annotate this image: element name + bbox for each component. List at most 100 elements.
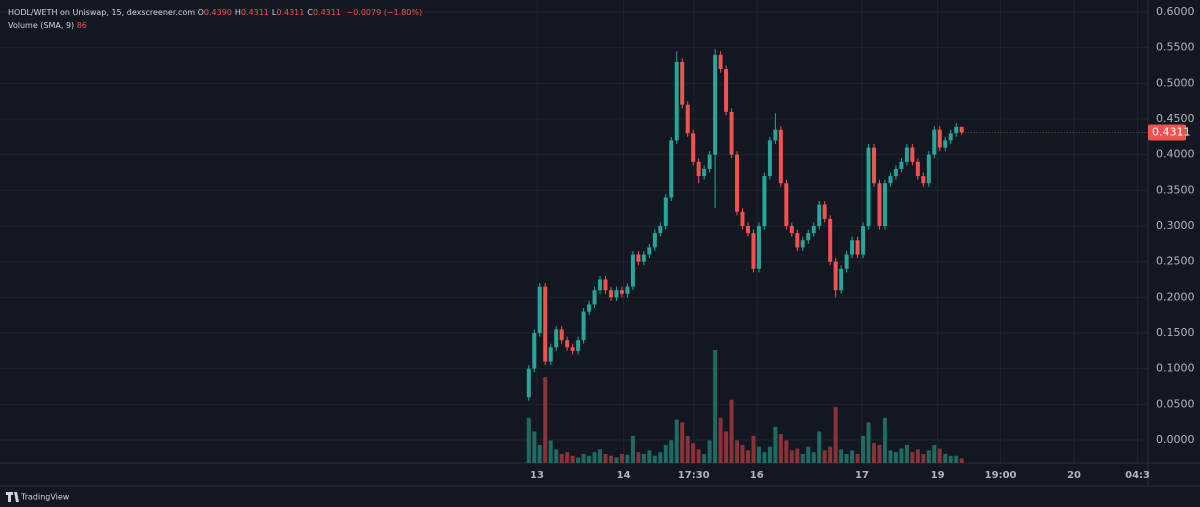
x-tick-label: 20 <box>1067 470 1081 481</box>
volume-bar <box>548 440 553 463</box>
candle-body <box>729 111 734 155</box>
volume-bar <box>839 449 844 463</box>
candle-body <box>685 104 690 134</box>
last-price-label: 0.4311 <box>1152 125 1191 138</box>
volume-bar <box>866 422 871 463</box>
candle-body <box>696 161 701 177</box>
volume-bar <box>647 450 652 463</box>
candle-body <box>872 147 877 184</box>
candle-body <box>855 240 860 255</box>
volume-bar <box>817 431 822 463</box>
candle-body <box>904 147 909 162</box>
volume-bar <box>537 444 542 463</box>
candle-body <box>636 254 641 262</box>
volume-bar <box>811 452 816 463</box>
candle-body <box>850 240 855 255</box>
candle-body <box>948 133 953 141</box>
last-price-tag <box>1148 124 1186 141</box>
volume-bar <box>565 452 570 463</box>
candle-body <box>877 183 882 226</box>
volume-bar <box>899 448 904 463</box>
volume-bar <box>625 454 630 463</box>
volume-bar <box>959 458 964 463</box>
candle-body <box>680 61 685 105</box>
x-tick-label: 04:3 <box>1125 470 1150 481</box>
volume-bar <box>608 455 613 463</box>
candle-body <box>724 69 729 112</box>
volume-bar <box>877 444 882 463</box>
y-tick-label: 0.4500 <box>1156 112 1195 125</box>
volume-bar <box>882 417 887 463</box>
volume-bar <box>559 453 564 463</box>
volume-bar <box>554 449 559 463</box>
candle-body <box>932 129 937 155</box>
candle-body <box>756 226 761 269</box>
volume-bar <box>691 443 696 463</box>
candle-body <box>745 226 750 234</box>
volume-bar <box>680 422 685 463</box>
candle-body <box>554 329 559 348</box>
volume-bar <box>614 457 619 463</box>
volume-bar <box>806 446 811 463</box>
candle-body <box>663 197 668 226</box>
volume-bar <box>778 434 783 463</box>
volume-bar <box>833 406 838 463</box>
volume-bar <box>872 443 877 463</box>
candle-body <box>691 133 696 162</box>
volume-bar <box>948 455 953 463</box>
ohlc-value: 0.4390 <box>203 8 232 17</box>
volume-bar <box>570 455 575 463</box>
candle-body <box>526 368 531 398</box>
candle-body <box>674 61 679 141</box>
volume-bar <box>658 452 663 463</box>
volume-name: Volume (SMA, 9) <box>8 21 75 30</box>
candle-body <box>773 129 778 141</box>
candle-body <box>548 347 553 362</box>
volume-bar <box>576 457 581 463</box>
volume-bar <box>652 455 657 463</box>
volume-bar <box>828 446 833 463</box>
candle-body <box>565 340 570 348</box>
volume-bar <box>850 450 855 463</box>
volume-bar <box>702 453 707 463</box>
candle-body <box>570 347 575 351</box>
candle-body <box>839 268 844 291</box>
ohlc: O0.4390 H0.4311 L0.4311 C0.4311 <box>198 8 344 17</box>
ohlc-value: 0.4311 <box>312 8 341 17</box>
x-tick-label: 19 <box>931 470 945 481</box>
volume-bar <box>844 453 849 463</box>
candle-body <box>641 254 646 262</box>
volume-bar <box>861 435 866 463</box>
volume-bar <box>630 435 635 463</box>
candle-body <box>658 226 663 234</box>
volume-bar <box>543 377 548 463</box>
candle-body <box>833 261 838 291</box>
x-tick-label: 19:00 <box>985 470 1017 481</box>
x-tick-label: 17:30 <box>678 470 710 481</box>
x-tick-label: 16 <box>750 470 764 481</box>
candle-body <box>861 226 866 255</box>
volume-bar <box>735 440 740 463</box>
candle-body <box>828 218 833 262</box>
y-tick-label: 0.1000 <box>1156 362 1195 375</box>
candle-body <box>669 140 674 198</box>
volume-bar <box>888 450 893 463</box>
ohlc-label: H <box>234 8 241 17</box>
candle-body <box>581 311 586 341</box>
volume-bar <box>663 444 668 463</box>
volume-bar <box>685 435 690 463</box>
x-tick-label: 14 <box>617 470 631 481</box>
volume-bar <box>729 399 734 463</box>
change: −0.0079 (−1.80%) <box>346 8 423 17</box>
volume-bar <box>910 452 915 463</box>
volume-bar <box>592 452 597 463</box>
volume-bar <box>724 431 729 463</box>
x-tick-label: 17 <box>855 470 869 481</box>
volume-bar <box>619 453 624 463</box>
volume-bar <box>669 440 674 463</box>
volume-bar <box>598 449 603 463</box>
branding: TradingView <box>20 493 70 502</box>
candle-body <box>888 176 893 184</box>
legend-row: HODL/WETH on Uniswap, 15, dexscreener.co… <box>8 6 422 19</box>
candle-body <box>899 161 904 169</box>
